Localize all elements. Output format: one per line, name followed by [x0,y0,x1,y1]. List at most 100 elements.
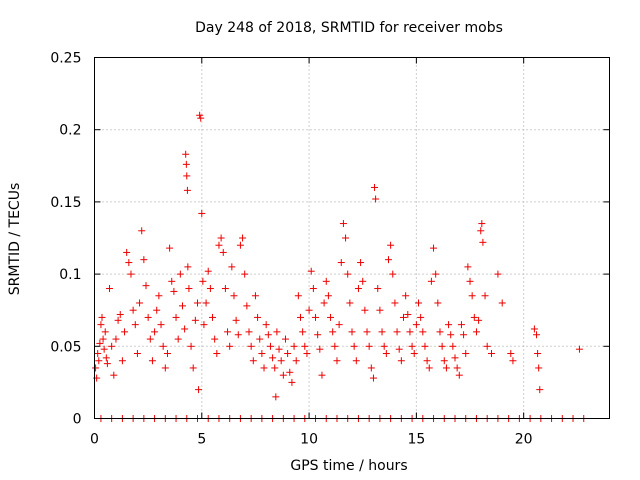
data-point [387,241,395,249]
data-point [213,350,221,358]
data-point [228,263,236,271]
data-point [312,313,320,321]
data-point [290,342,298,350]
data-point [316,345,324,353]
data-point [234,331,242,339]
data-point [138,227,146,235]
data-point [100,345,108,353]
data-point [260,364,268,372]
data-point [245,328,253,336]
data-point [575,345,583,353]
data-point [412,321,420,329]
data-point [359,277,367,285]
data-point [400,313,407,321]
data-point [303,350,311,358]
data-point [307,267,315,275]
data-point [354,285,362,293]
data-point [189,364,197,372]
data-point [114,316,122,324]
data-point [197,114,205,122]
data-point [374,285,382,293]
data-point [404,311,412,319]
data-point [166,244,174,252]
data-point [380,342,388,350]
data-point [103,360,111,368]
data-point [533,331,541,339]
data-point [153,306,161,314]
data-point [159,342,167,350]
data-point [202,299,210,307]
data-point [365,342,373,350]
data-point [314,331,322,339]
data-point [333,357,341,365]
data-point [494,270,502,278]
data-point [269,354,277,362]
data-point [194,299,201,307]
data-point [391,299,399,307]
data-point [174,335,182,343]
data-point [534,350,542,358]
data-point [151,328,159,336]
data-point [211,335,219,343]
data-point [281,335,289,343]
data-point [170,287,178,295]
data-point [96,339,104,347]
data-point [243,302,251,310]
data-point [251,292,259,300]
data-point [369,374,377,382]
data-point [464,263,472,271]
data-point [181,325,189,333]
x-tick-label: 5 [197,432,206,448]
data-point [254,313,262,321]
data-point [363,328,371,336]
data-point [226,342,234,350]
y-tick-label: 0.15 [50,195,81,211]
data-point [453,364,461,372]
data-point [101,328,109,336]
data-point [264,331,272,339]
data-point [327,313,335,321]
data-point [284,350,292,358]
data-point [478,220,486,228]
data-point [200,321,208,329]
data-point [92,364,100,372]
data-point [99,335,107,343]
data-point [350,342,358,350]
data-point [288,378,296,386]
data-point [305,306,313,314]
data-point [483,342,491,350]
x-axis-label: GPS time / hours [290,458,407,474]
data-point [417,313,425,321]
data-point [98,313,106,321]
data-point [106,285,114,293]
data-point [112,335,120,343]
data-point [376,306,384,314]
data-point [125,259,133,267]
data-point [144,313,152,321]
data-point [247,342,255,350]
data-point [191,316,199,324]
x-tick-label: 10 [300,432,318,448]
data-point [389,270,397,278]
data-point [272,393,280,401]
data-point [275,345,283,353]
data-point [329,328,337,336]
data-point [266,342,274,350]
data-point [395,345,403,353]
data-point [183,172,191,180]
data-point [299,328,307,336]
data-point [357,259,365,267]
data-point [279,371,287,379]
y-tick-label: 0.25 [50,51,81,67]
data-point [209,313,217,321]
data-point [195,386,203,394]
data-point [382,350,390,358]
data-point [182,160,190,168]
data-point [361,306,369,314]
data-point [273,328,281,336]
data-point [434,299,442,307]
data-point [342,234,350,242]
grid-lines [94,57,610,419]
chart-title: Day 248 of 2018, SRMTID for receiver mob… [195,20,503,36]
